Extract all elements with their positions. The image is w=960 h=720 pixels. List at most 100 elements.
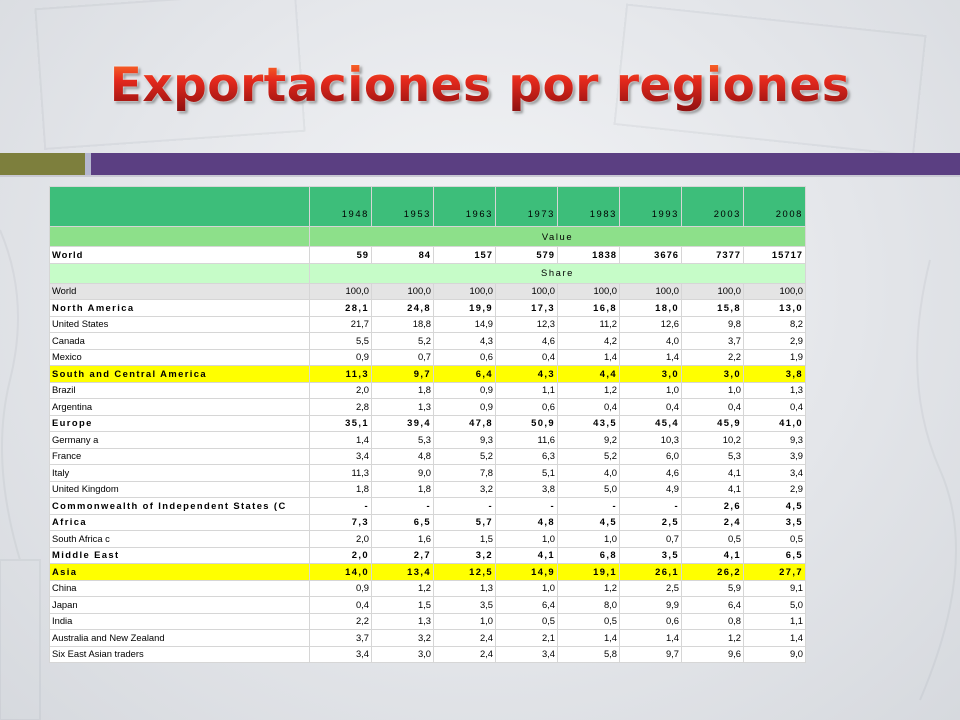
row-label: Mexico: [49, 348, 310, 366]
cell-value: 14,9: [433, 315, 496, 333]
cell-value: 1,0: [557, 530, 620, 548]
cell-value: 157: [433, 246, 496, 264]
row-label: Italy: [49, 464, 310, 482]
cell-value: 10,3: [619, 431, 682, 449]
cell-value: 4,1: [495, 546, 558, 564]
cell-value: 24,8: [371, 299, 434, 317]
cell-value: 4,6: [619, 464, 682, 482]
cell-value: 43,5: [557, 414, 620, 432]
cell-value: 0,4: [619, 398, 682, 416]
row-label: World: [49, 246, 310, 264]
table-row: Africa 7,3 6,5 5,7 4,8 4,5 2,5 2,4 3,5: [49, 513, 806, 531]
cell-value: 1,8: [371, 381, 434, 399]
cell-value: 2,7: [371, 546, 434, 564]
table-row: Six East Asian traders 3,4 3,0 2,4 3,4 5,8 9,7…: [49, 645, 806, 663]
cell-value: 2,0: [309, 530, 372, 548]
table-row: Canada 5,5 5,2 4,3 4,6 4,2 4,0 3,7 2,9: [49, 332, 806, 350]
cell-value: 2,0: [309, 381, 372, 399]
cell-value: 4,8: [371, 447, 434, 465]
table-row: United States 21,7 18,8 14,9 12,3 11,2 12,6 9,8…: [49, 315, 806, 333]
cell-value: 9,3: [743, 431, 806, 449]
cell-value: 11,6: [495, 431, 558, 449]
row-label: China: [49, 579, 310, 597]
cell-value: 50,9: [495, 414, 558, 432]
cell-value: 15717: [743, 246, 806, 264]
cell-value: 3,7: [681, 332, 744, 350]
table-row: Argentina 2,8 1,3 0,9 0,6 0,4 0,4 0,4 0,4: [49, 398, 806, 416]
table-row: Australia and New Zealand 3,7 3,2 2,4 2,1 1,4…: [49, 629, 806, 647]
cell-value: 5,0: [743, 596, 806, 614]
row-label: India: [49, 612, 310, 630]
row-label: France: [49, 447, 310, 465]
cell-value: 27,7: [743, 563, 806, 581]
cell-value: 0,7: [619, 530, 682, 548]
row-label: South Africa c: [49, 530, 310, 548]
table-row: Brazil 2,0 1,8 0,9 1,1 1,2 1,0 1,0 1,3: [49, 381, 806, 399]
cell-value: 7,3: [309, 513, 372, 531]
cell-value: 15,8: [681, 299, 744, 317]
cell-value: 4,8: [495, 513, 558, 531]
row-label: Japan: [49, 596, 310, 614]
cell-value: 9,3: [433, 431, 496, 449]
cell-value: 2,8: [309, 398, 372, 416]
cell-value: 6,5: [743, 546, 806, 564]
table-row: Germany a 1,4 5,3 9,3 11,6 9,2 10,3 10,2 9,3: [49, 431, 806, 449]
cell-value: 1,4: [743, 629, 806, 647]
cell-value: 2,4: [433, 645, 496, 663]
share-section-label: Share: [309, 262, 806, 284]
cell-value: 4,2: [557, 332, 620, 350]
header-bar-underline: [0, 175, 960, 177]
cell-value: 0,9: [309, 579, 372, 597]
cell-value: 0,5: [495, 612, 558, 630]
cell-value: 4,6: [495, 332, 558, 350]
cell-value: 9,7: [371, 365, 434, 383]
cell-value: 1,4: [619, 348, 682, 366]
cell-value: 4,5: [557, 513, 620, 531]
cell-value: 9,8: [681, 315, 744, 333]
table-row: United Kingdom 1,8 1,8 3,2 3,8 5,0 4,9 4,1 2,9: [49, 480, 806, 498]
cell-value: 2,5: [619, 513, 682, 531]
cell-value: 1,3: [743, 381, 806, 399]
cell-value: 1,4: [557, 348, 620, 366]
cell-value: 1,1: [495, 381, 558, 399]
cell-value: 11,2: [557, 315, 620, 333]
cell-value: 0,4: [557, 398, 620, 416]
row-label: Australia and New Zealand: [49, 629, 310, 647]
cell-value: 26,1: [619, 563, 682, 581]
cell-value: 3,9: [743, 447, 806, 465]
cell-value: 3,0: [619, 365, 682, 383]
cell-value: 100,0: [557, 282, 620, 300]
row-label: Europe: [49, 414, 310, 432]
cell-value: 4,9: [619, 480, 682, 498]
cell-value: 0,6: [433, 348, 496, 366]
cell-value: 0,5: [557, 612, 620, 630]
cell-value: 2,1: [495, 629, 558, 647]
cell-value: 100,0: [681, 282, 744, 300]
cell-value: 12,5: [433, 563, 496, 581]
cell-value: 1,6: [371, 530, 434, 548]
value-section-row: Value: [49, 226, 806, 247]
cell-value: 6,4: [495, 596, 558, 614]
cell-value: 3676: [619, 246, 682, 264]
cell-value: 10,2: [681, 431, 744, 449]
cell-value: 4,0: [557, 464, 620, 482]
year-header: 1963: [433, 186, 496, 227]
cell-value: 1,0: [495, 530, 558, 548]
cell-value: 4,0: [619, 332, 682, 350]
cell-value: 5,3: [681, 447, 744, 465]
cell-value: 14,9: [495, 563, 558, 581]
cell-value: 1,0: [681, 381, 744, 399]
table-header-row: 1948 1953 1963 1973 1983 1993 2003 2008: [49, 186, 806, 227]
cell-value: 3,0: [681, 365, 744, 383]
cell-value: 4,1: [681, 546, 744, 564]
cell-value: 18,8: [371, 315, 434, 333]
cell-value: 3,2: [371, 629, 434, 647]
cell-value: 1838: [557, 246, 620, 264]
cell-value: 3,7: [309, 629, 372, 647]
cell-value: 5,1: [495, 464, 558, 482]
cell-value: 3,4: [495, 645, 558, 663]
cell-value: 579: [495, 246, 558, 264]
cell-value: -: [619, 497, 682, 515]
cell-value: 5,2: [371, 332, 434, 350]
cell-value: 13,0: [743, 299, 806, 317]
